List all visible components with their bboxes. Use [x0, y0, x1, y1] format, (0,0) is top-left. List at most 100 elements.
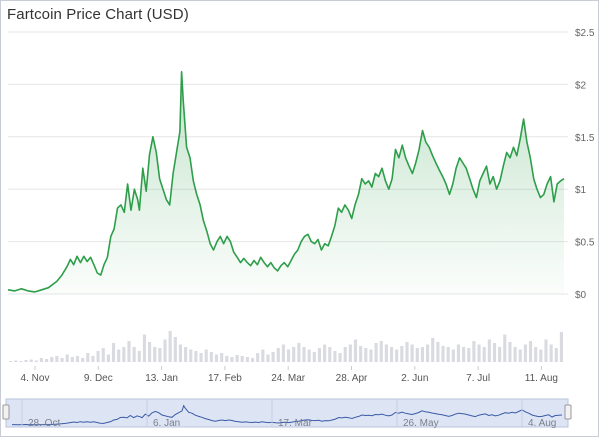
volume-bar: [420, 347, 424, 362]
x-tick-label: 24. Mar: [271, 373, 306, 384]
volume-bar: [266, 354, 270, 362]
volume-bar: [261, 349, 265, 362]
volume-bar: [554, 348, 558, 362]
volume-bar: [456, 344, 461, 362]
volume-bar: [178, 344, 183, 362]
volume-bar: [307, 349, 311, 362]
volume-bar: [34, 360, 38, 362]
x-tick-label: 17. Feb: [208, 373, 242, 384]
volume-bar: [472, 341, 476, 362]
volume-bar: [50, 357, 54, 362]
volume-bar: [395, 349, 399, 362]
volume-bar: [230, 357, 234, 362]
y-tick-label: $2.5: [575, 28, 595, 39]
volume-bar: [14, 360, 18, 362]
volume-bar: [250, 358, 255, 362]
volume-bar: [528, 341, 533, 362]
volume-bar: [292, 347, 296, 362]
volume-bar: [153, 347, 157, 362]
y-tick-label: $1: [575, 185, 587, 196]
volume-bar: [405, 342, 409, 362]
x-axis-ticks: 4. Nov 9. Dec 13. Jan 17. Feb 24. Mar 28. Apr…: [21, 366, 558, 384]
volume-bar: [312, 352, 316, 362]
volume-bar: [518, 349, 522, 362]
volume-bar: [415, 348, 419, 362]
volume-bar: [184, 347, 188, 362]
volume-bar: [487, 339, 491, 362]
volume-bar: [70, 357, 74, 362]
navigator[interactable]: 28. Oct 6. Jan 17. Mar 26. May 4. Aug: [2, 398, 572, 429]
price-line: [7, 71, 565, 293]
volume-bar: [245, 357, 249, 362]
volume-bar: [410, 344, 414, 362]
volume-bar: [225, 356, 229, 362]
volume-bar: [328, 347, 332, 362]
volume-bar: [142, 334, 146, 362]
volume-bar: [498, 347, 502, 362]
volume-bar: [91, 356, 95, 362]
volume-bar: [45, 359, 49, 362]
volume-bar: [353, 339, 358, 362]
volume-bar: [348, 344, 352, 362]
volume-bar: [384, 344, 388, 362]
volume-bar: [117, 349, 121, 362]
chart-title: Fartcoin Price Chart (USD): [7, 6, 189, 23]
y-tick-label: $2: [575, 80, 587, 91]
y-tick-label: $0: [575, 290, 587, 301]
volume-bar: [302, 347, 306, 362]
navigator-handle: [2, 404, 10, 420]
volume-bar: [389, 347, 394, 362]
volume-bar: [513, 347, 517, 362]
volume-bar: [86, 353, 90, 362]
navigator-tick-label: 17. Mar: [278, 418, 313, 429]
volume-bar: [559, 332, 563, 362]
volume-bar: [39, 358, 44, 362]
x-tick-label: 9. Dec: [84, 373, 113, 384]
volume-bar: [55, 356, 59, 362]
volume-bar: [148, 342, 152, 362]
x-tick-label: 11. Aug: [525, 373, 558, 384]
navigator-handle: [564, 404, 572, 420]
volume-bar: [333, 351, 337, 362]
volume-bar: [81, 358, 85, 362]
navigator-tick-label: 28. Oct: [28, 418, 60, 429]
volume-bar: [477, 344, 481, 362]
navigator-tick-label: 26. May: [403, 418, 439, 429]
volume-bar: [29, 359, 33, 362]
volume-bar: [240, 356, 244, 362]
volume-bar: [369, 349, 373, 362]
price-area: [8, 71, 564, 294]
navigator-tick-label: 4. Aug: [528, 418, 556, 429]
volume-bar: [549, 344, 553, 362]
volume-bar: [359, 346, 363, 362]
volume-bar: [189, 349, 193, 362]
volume-bar: [446, 347, 450, 362]
y-tick-label: $1.5: [575, 133, 595, 144]
volume-bar: [111, 343, 116, 362]
volume-bar: [24, 360, 28, 362]
volume-bar: [60, 358, 64, 362]
volume-bar: [235, 355, 239, 362]
volume-bar: [508, 342, 512, 362]
volume-bar: [281, 344, 285, 362]
volume-bar: [436, 342, 440, 362]
volume-bar: [441, 346, 445, 362]
volume-bar: [323, 344, 327, 362]
volume-bar: [462, 347, 466, 362]
volume-bar: [482, 347, 486, 362]
volume-bar: [523, 344, 527, 362]
navigator-tick-label: 6. Jan: [153, 418, 180, 429]
volume-bar: [209, 352, 213, 362]
volume-bar: [492, 343, 497, 362]
x-tick-label: 7. Jul: [466, 373, 490, 384]
navigator-line: [11, 404, 563, 426]
volume-bar: [204, 349, 208, 362]
volume-bar: [199, 353, 203, 362]
volume-bar: [101, 348, 105, 362]
volume-bar: [338, 353, 342, 362]
volume-bar: [19, 361, 23, 362]
volume-bar: [173, 337, 177, 362]
y-tick-label: $0.5: [575, 238, 595, 249]
volume-bar: [106, 354, 110, 362]
